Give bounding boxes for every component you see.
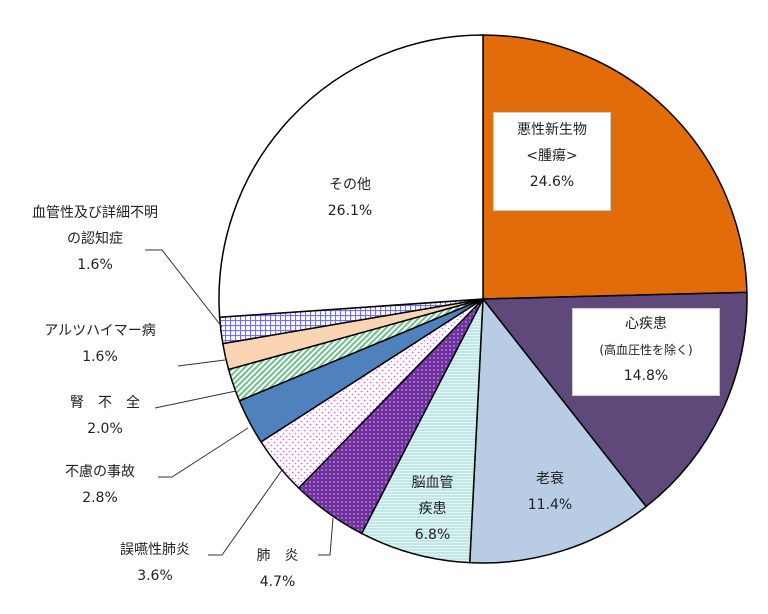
pie-slice-0 [482, 34, 748, 300]
leader-line-kidney [154, 390, 237, 409]
label-heart-disease: 心疾患 (高血圧性を除く) 14.8% [572, 308, 720, 396]
slice-label: 肺 炎 [256, 548, 299, 564]
slice-value: 2.8% [82, 490, 118, 506]
slice-label: 脳血管疾患 [411, 475, 454, 517]
pie-slice-2 [468, 296, 648, 564]
slice-label: 血管性及び詳細不明 [32, 205, 158, 221]
label-senility: 老衰 11.4% [510, 466, 590, 518]
slice-value: 1.6% [82, 349, 118, 365]
label-other: その他 26.1% [310, 172, 390, 224]
slice-label: 誤嚥性肺炎 [120, 542, 190, 558]
slice-value: 26.1% [327, 203, 373, 219]
leader-line-aspiration [208, 469, 283, 556]
slice-label: 悪性新生物 [517, 122, 587, 138]
slice-label: 不慮の事故 [65, 464, 135, 480]
label-malignant-neoplasm: 悪性新生物 <腫瘍> 24.6% [493, 112, 611, 211]
slice-label: 腎 不 全 [70, 395, 140, 411]
leader-line-accident [158, 427, 249, 478]
label-cerebrovascular: 脳血管疾患 6.8% [395, 470, 470, 548]
label-kidney-failure: 腎 不 全 2.0% [50, 390, 160, 442]
label-pneumonia: 肺 炎 4.7% [240, 543, 315, 595]
slice-value: 6.8% [414, 527, 451, 543]
leader-line-alzheimer [177, 359, 226, 367]
slice-value: 3.6% [137, 568, 173, 584]
slice-label: 心疾患 [625, 316, 667, 332]
label-aspiration-pneumonia: 誤嚥性肺炎 3.6% [100, 537, 210, 589]
label-accident: 不慮の事故 2.8% [45, 459, 155, 511]
slice-value: 4.7% [259, 574, 296, 590]
slice-label: アルツハイマー病 [44, 323, 156, 339]
label-dementia: 血管性及び詳細不明 の認知症 1.6% [10, 200, 180, 278]
pie-slice-3 [360, 298, 484, 564]
slice-value: 24.6% [529, 174, 575, 190]
slice-label: 老衰 [536, 471, 564, 487]
slice-label: の認知症 [67, 231, 123, 247]
leader-line-dementia [145, 249, 223, 328]
leader-line-pneumonia [318, 517, 334, 556]
slice-value: 11.4% [527, 497, 573, 513]
slice-value: 14.8% [623, 368, 669, 384]
slice-label: その他 [329, 177, 371, 193]
slice-sublabel: <腫瘍> [526, 148, 578, 164]
pie-slice-10 [218, 34, 484, 319]
label-alzheimer: アルツハイマー病 1.6% [20, 318, 180, 370]
slice-value: 1.6% [77, 257, 113, 273]
slice-value: 2.0% [87, 421, 123, 437]
slice-sublabel: (高血圧性を除く) [599, 343, 693, 357]
